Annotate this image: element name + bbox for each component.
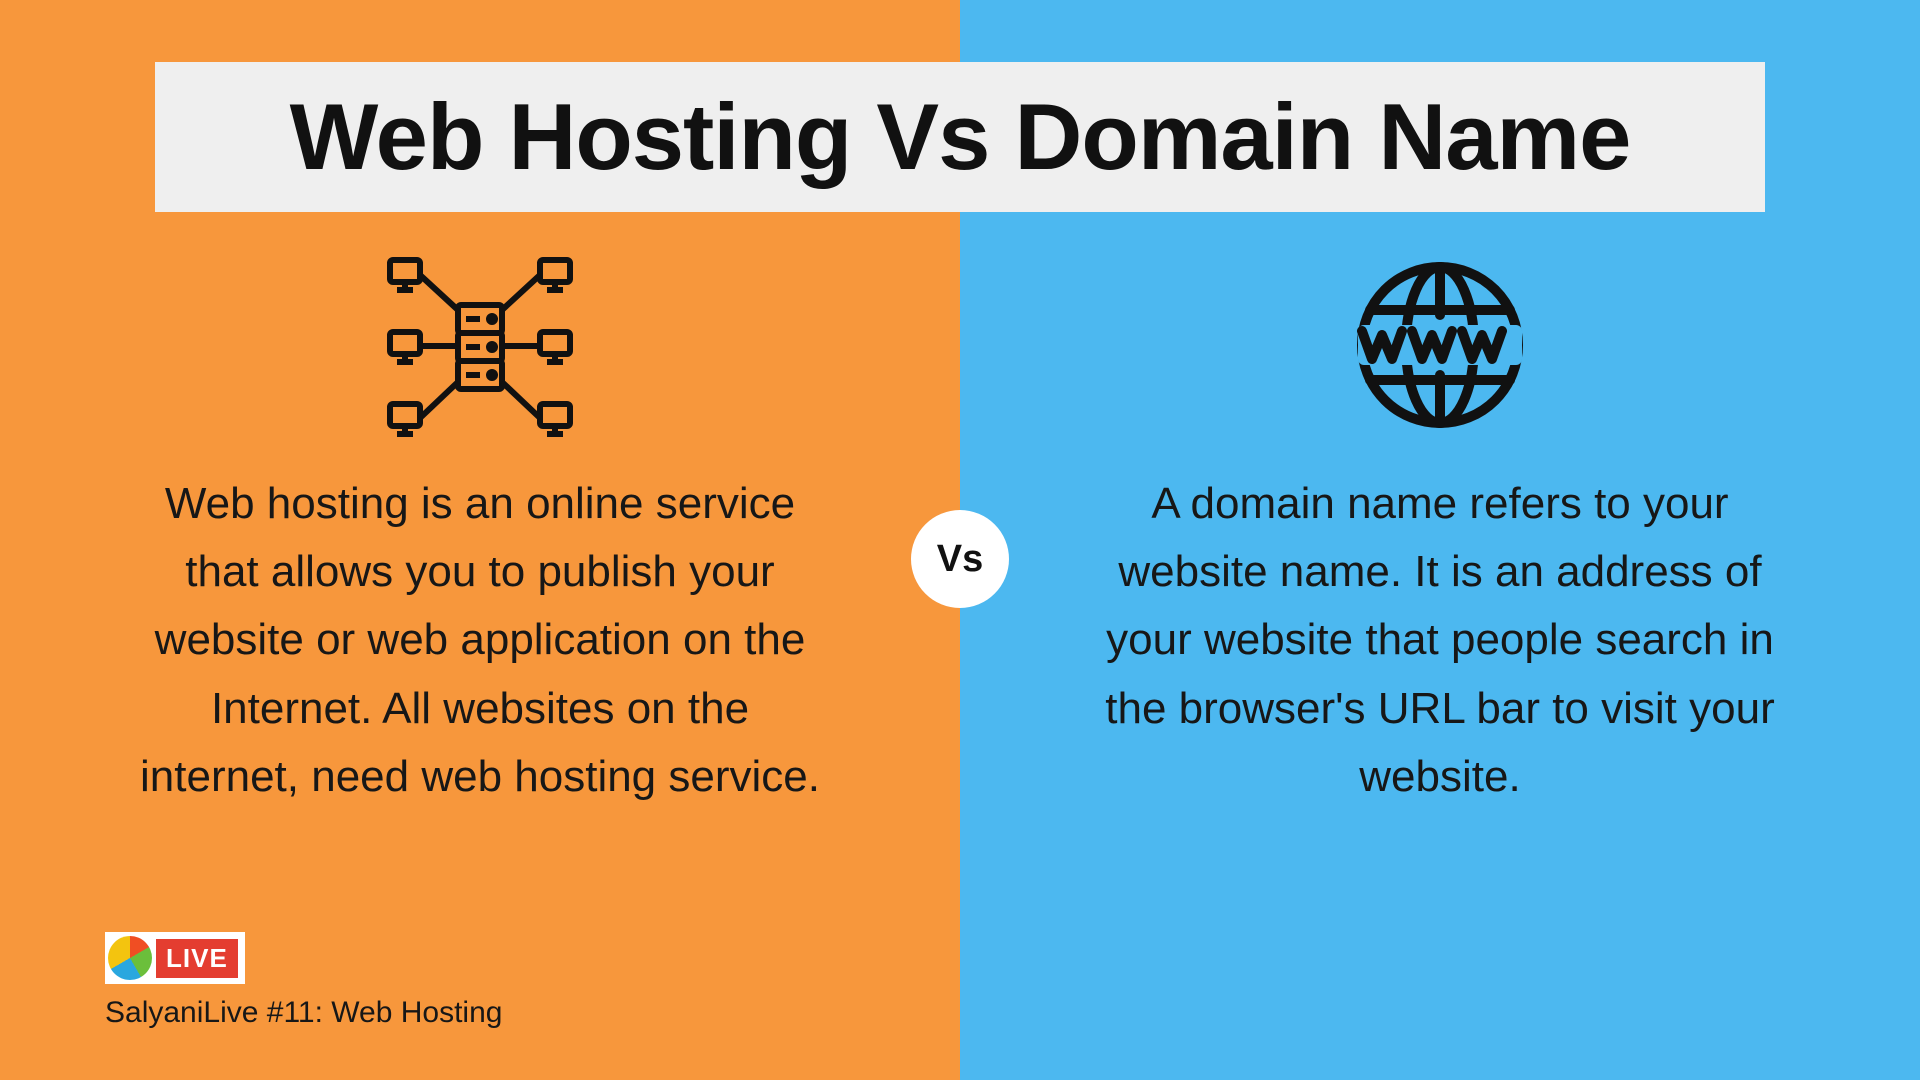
left-panel: Web hosting is an online service that al… — [130, 250, 830, 811]
left-description: Web hosting is an online service that al… — [130, 470, 830, 811]
title-bar: Web Hosting Vs Domain Name — [155, 62, 1765, 212]
episode-caption: SalyaniLive #11: Web Hosting — [105, 996, 502, 1030]
main-title: Web Hosting Vs Domain Name — [290, 83, 1631, 191]
right-description: A domain name refers to your website nam… — [1090, 470, 1790, 811]
infographic-canvas: Web Hosting Vs Domain Name — [0, 0, 1920, 1080]
live-badge: LIVE — [156, 939, 238, 978]
right-panel: A domain name refers to your website nam… — [1090, 250, 1790, 811]
vs-badge: Vs — [911, 510, 1009, 608]
footer: LIVE SalyaniLive #11: Web Hosting — [105, 932, 502, 1030]
channel-logo-icon — [108, 936, 152, 980]
globe-www-icon — [1090, 250, 1790, 440]
vs-label: Vs — [937, 538, 983, 581]
live-strip: LIVE — [105, 932, 245, 984]
server-network-icon — [130, 250, 830, 440]
